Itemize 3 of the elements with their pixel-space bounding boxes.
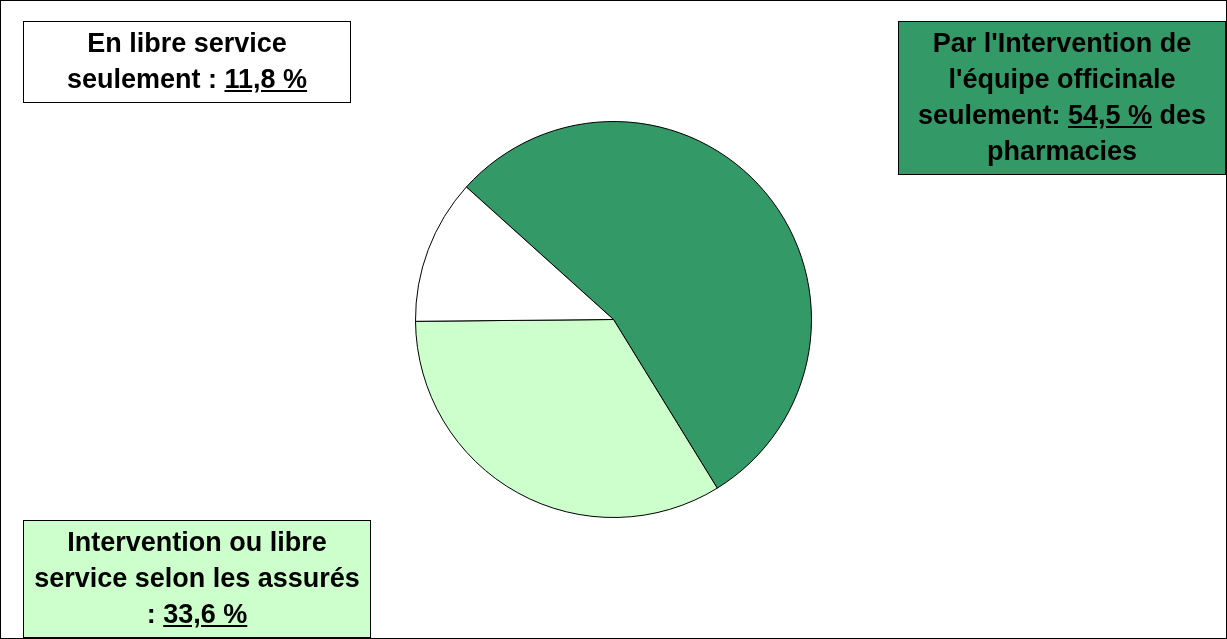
- text: Intervention ou libre service selon les assurés : 33,6 %: [34, 527, 360, 630]
- text: En libre service seulement : 11,8 %: [66, 28, 308, 94]
- text: Par l'Intervention de l'équipe officinale seulement: 54,5 % des pharmacies: [917, 28, 1207, 166]
